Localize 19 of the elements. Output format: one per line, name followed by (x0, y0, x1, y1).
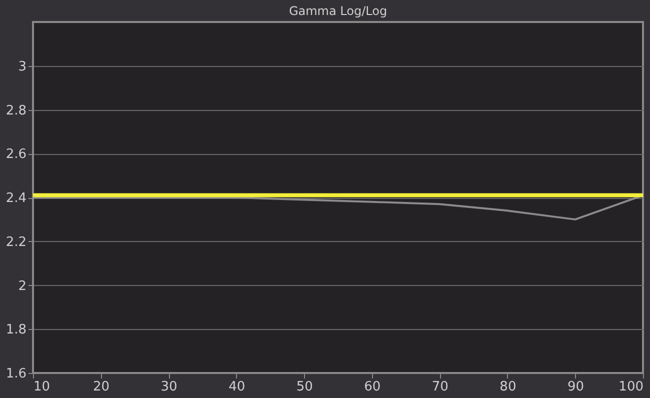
x-tick-label: 20 (93, 380, 110, 394)
x-tick-label: 80 (500, 380, 516, 394)
x-tick-label: 70 (432, 380, 448, 394)
y-tick-label: 2.4 (6, 191, 26, 206)
x-tick-label: 10 (34, 380, 50, 394)
y-tick-label: 1.8 (6, 322, 26, 338)
x-tick-label: 60 (364, 380, 381, 394)
y-tick-label: 2 (18, 278, 26, 294)
x-tick-label: 40 (228, 380, 246, 394)
x-tick-label: 90 (567, 380, 584, 394)
y-tick-label: 3 (18, 59, 26, 74)
y-tick-label: 2.8 (6, 103, 26, 118)
x-tick-label: 30 (160, 380, 178, 394)
y-tick-label: 2.2 (6, 234, 26, 250)
y-tick-label: 1.6 (6, 366, 26, 382)
chart-title: Gamma Log/Log (288, 4, 388, 18)
x-tick-label: 50 (296, 380, 313, 394)
y-tick-label: 2.6 (6, 147, 26, 162)
x-tick-label: 100 (618, 380, 644, 394)
